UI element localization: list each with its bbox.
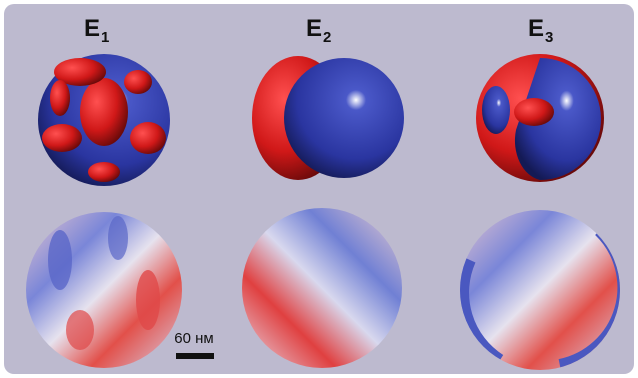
isosurface-2 [252,56,404,180]
panel-subscript: 2 [323,29,331,46]
panel-subscript: 3 [545,29,553,46]
panel-label: E [306,15,322,42]
panel-label: E [528,15,544,42]
panel-label: E [84,15,100,42]
isosurface-1 [38,54,170,186]
scale-bar [176,353,214,359]
figure: E 1 E 2 E 3 60 нм [0,0,638,378]
panel-subscript: 1 [101,29,109,46]
page: E 1 E 2 E 3 60 нм (() => { co [0,0,638,378]
scale-bar-label: 60 нм [174,330,213,347]
isosurface-3 [476,54,604,182]
